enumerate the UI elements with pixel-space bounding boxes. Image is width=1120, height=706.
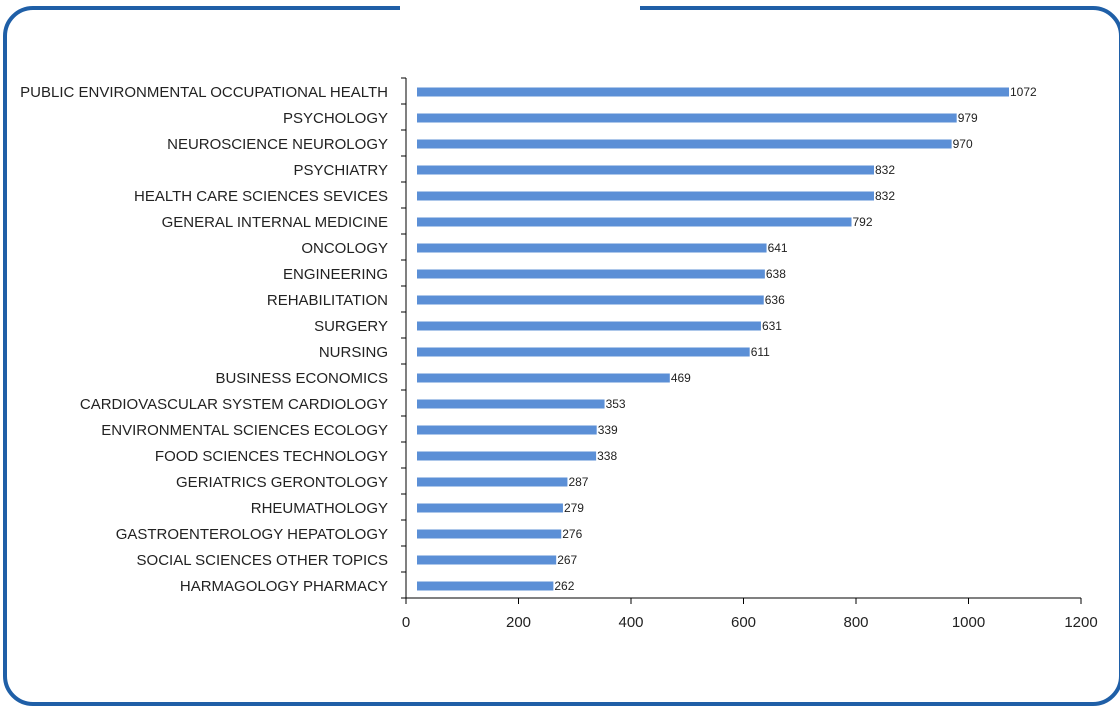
data-label: 276 <box>562 527 582 541</box>
category-label: HARMAGOLOGY PHARMACY <box>180 578 388 595</box>
data-label: 267 <box>557 553 577 567</box>
bar <box>417 165 874 175</box>
category-label: RHEUMATHOLOGY <box>251 500 388 517</box>
bar <box>417 113 957 123</box>
x-tick-label: 0 <box>402 614 410 631</box>
category-label: SOCIAL SCIENCES OTHER TOPICS <box>137 552 388 569</box>
data-label: 970 <box>953 137 973 151</box>
x-tick-label: 600 <box>731 614 756 631</box>
data-label: 287 <box>568 475 588 489</box>
data-label: 832 <box>875 163 895 177</box>
bar <box>417 581 554 591</box>
bar <box>417 425 597 435</box>
category-label: ENGINEERING <box>283 266 388 283</box>
data-label: 638 <box>766 267 786 281</box>
bar <box>417 347 750 357</box>
bar <box>417 477 568 487</box>
category-label: SURGERY <box>314 318 388 335</box>
data-label: 832 <box>875 189 895 203</box>
data-label: 338 <box>597 449 617 463</box>
bar <box>417 87 1009 97</box>
clipped-header-text <box>400 0 640 10</box>
category-label: HEALTH CARE SCIENCES SEVICES <box>134 188 388 205</box>
bar <box>417 529 562 539</box>
data-label: 262 <box>554 579 574 593</box>
category-label: FOOD SCIENCES TECHNOLOGY <box>155 448 388 465</box>
x-tick-label: 200 <box>506 614 531 631</box>
bar <box>417 451 597 461</box>
category-label: PUBLIC ENVIRONMENTAL OCCUPATIONAL HEALTH <box>20 84 388 101</box>
category-label: GERIATRICS GERONTOLOGY <box>176 474 388 491</box>
data-label: 611 <box>751 345 770 359</box>
data-label: 279 <box>564 501 584 515</box>
chart-bars <box>417 87 1009 591</box>
x-tick-label: 1000 <box>952 614 985 631</box>
data-label: 631 <box>762 319 782 333</box>
data-label: 641 <box>768 241 788 255</box>
data-label: 469 <box>671 371 691 385</box>
data-label: 979 <box>958 111 978 125</box>
data-label: 339 <box>598 423 618 437</box>
category-label: PSYCHIATRY <box>294 162 388 179</box>
data-label: 1072 <box>1010 85 1037 99</box>
data-label: 353 <box>606 397 626 411</box>
x-tick-label: 1200 <box>1064 614 1097 631</box>
chart-labels: 0 200 400 600 800 1000 1200 PUBLIC ENVIRONMENTA… <box>20 84 1098 631</box>
bar <box>417 269 765 279</box>
category-label: NEUROSCIENCE NEUROLOGY <box>167 136 388 153</box>
bar <box>417 243 767 253</box>
bar <box>417 503 563 513</box>
category-label: GENERAL INTERNAL MEDICINE <box>162 214 388 231</box>
category-label: CARDIOVASCULAR SYSTEM CARDIOLOGY <box>80 396 388 413</box>
bar <box>417 191 874 201</box>
data-label: 636 <box>765 293 785 307</box>
bar <box>417 139 952 149</box>
x-tick-label: 400 <box>618 614 643 631</box>
bar <box>417 321 761 331</box>
category-label: PSYCHOLOGY <box>283 110 388 127</box>
category-label: BUSINESS ECONOMICS <box>215 370 388 387</box>
chart-axes <box>401 77 1082 604</box>
bar-chart: 0 200 400 600 800 1000 1200 PUBLIC ENVIRONMENTA… <box>20 77 1098 631</box>
bar <box>417 373 670 383</box>
bar <box>417 399 605 409</box>
bar <box>417 555 557 565</box>
x-tick-label: 800 <box>843 614 868 631</box>
category-label: NURSING <box>319 344 388 361</box>
category-label: ONCOLOGY <box>301 240 388 257</box>
data-label: 792 <box>853 215 873 229</box>
category-label: ENVIRONMENTAL SCIENCES ECOLOGY <box>101 422 388 439</box>
category-label: GASTROENTEROLOGY HEPATOLOGY <box>116 526 388 543</box>
bar <box>417 295 764 305</box>
bar <box>417 217 852 227</box>
category-label: REHABILITATION <box>267 292 388 309</box>
